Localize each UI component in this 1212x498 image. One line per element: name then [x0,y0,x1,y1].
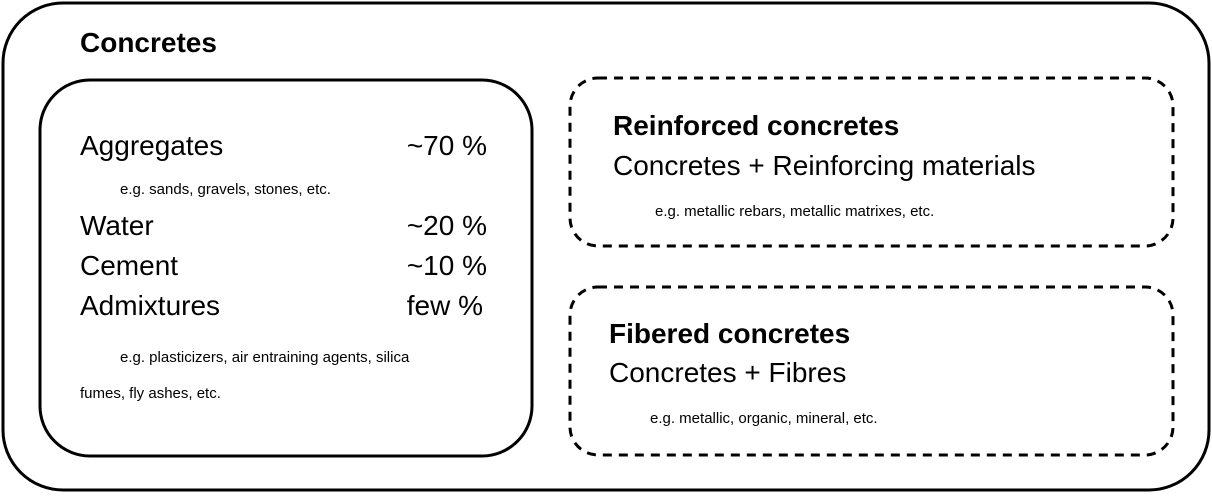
item-note: e.g. sands, gravels, stones, etc. [120,181,331,198]
components-box [38,78,534,458]
variant-box [568,76,1175,248]
note: e.g. plasticizers, air entraining agents… [120,349,410,366]
note: fumes, fly ashes, etc. [80,385,221,402]
item-amount: ~20 % [407,210,487,241]
variant-formula: Concretes + Reinforcing materials [613,150,1036,181]
variant-title: Fibered concretes [609,318,850,349]
item-amount: ~70 % [407,130,487,161]
item-name: Aggregates [80,130,223,161]
item-name: Water [80,210,154,241]
variant-note: e.g. metallic rebars, metallic matrixes,… [655,203,934,220]
variant-box [568,285,1175,457]
variant-note: e.g. metallic, organic, mineral, etc. [650,410,878,427]
item-name: Cement [80,250,178,281]
variant-title: Reinforced concretes [613,110,899,141]
title: Concretes [80,27,217,58]
item-name: Admixtures [80,290,220,321]
item-amount: ~10 % [407,250,487,281]
item-amount: few % [407,290,483,321]
variant-formula: Concretes + Fibres [609,357,846,388]
